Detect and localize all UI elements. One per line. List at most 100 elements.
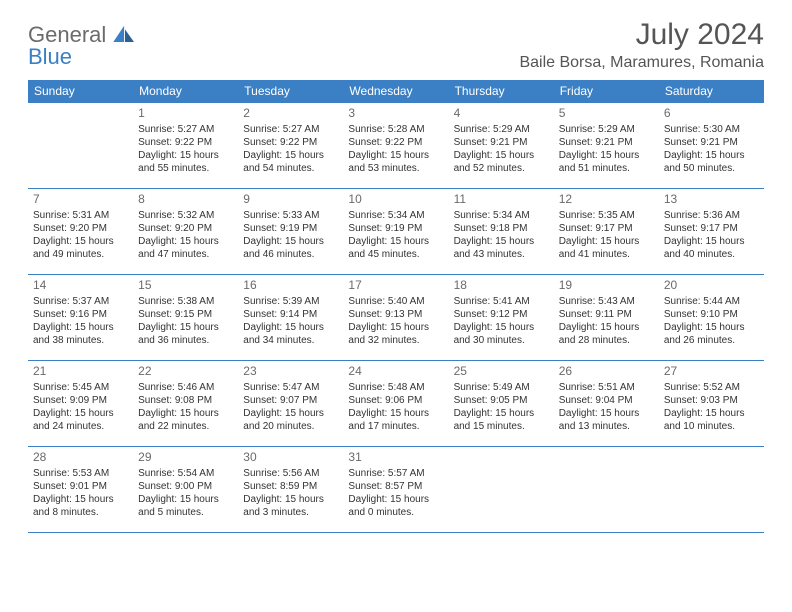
sunset-text: Sunset: 9:22 PM: [348, 136, 443, 149]
sunrise-text: Sunrise: 5:51 AM: [559, 381, 654, 394]
calendar-cell: 22Sunrise: 5:46 AMSunset: 9:08 PMDayligh…: [133, 361, 238, 447]
day-number: 13: [664, 192, 759, 208]
sunset-text: Sunset: 9:18 PM: [454, 222, 549, 235]
daylight-text: Daylight: 15 hours: [243, 321, 338, 334]
sunset-text: Sunset: 9:06 PM: [348, 394, 443, 407]
sunset-text: Sunset: 9:21 PM: [559, 136, 654, 149]
sail-icon: [110, 24, 137, 46]
calendar-cell: 8Sunrise: 5:32 AMSunset: 9:20 PMDaylight…: [133, 189, 238, 275]
daylight-text: and 34 minutes.: [243, 334, 338, 347]
daylight-text: and 8 minutes.: [33, 506, 128, 519]
calendar-cell: 23Sunrise: 5:47 AMSunset: 9:07 PMDayligh…: [238, 361, 343, 447]
daylight-text: Daylight: 15 hours: [454, 407, 549, 420]
sunset-text: Sunset: 9:14 PM: [243, 308, 338, 321]
sunrise-text: Sunrise: 5:27 AM: [243, 123, 338, 136]
daylight-text: and 43 minutes.: [454, 248, 549, 261]
sunset-text: Sunset: 9:22 PM: [138, 136, 233, 149]
sunrise-text: Sunrise: 5:36 AM: [664, 209, 759, 222]
daylight-text: and 32 minutes.: [348, 334, 443, 347]
day-number: 18: [454, 278, 549, 294]
logo-word-blue: Blue: [28, 44, 72, 69]
daylight-text: and 22 minutes.: [138, 420, 233, 433]
title-block: July 2024 Baile Borsa, Maramures, Romani…: [519, 18, 764, 72]
daylight-text: Daylight: 15 hours: [664, 321, 759, 334]
daylight-text: and 52 minutes.: [454, 162, 549, 175]
daylight-text: and 55 minutes.: [138, 162, 233, 175]
calendar-cell: 1Sunrise: 5:27 AMSunset: 9:22 PMDaylight…: [133, 103, 238, 189]
calendar-cell: 26Sunrise: 5:51 AMSunset: 9:04 PMDayligh…: [554, 361, 659, 447]
day-number: 23: [243, 364, 338, 380]
sunset-text: Sunset: 9:10 PM: [664, 308, 759, 321]
day-header: Monday: [133, 80, 238, 103]
day-number: 4: [454, 106, 549, 122]
calendar-week-row: 14Sunrise: 5:37 AMSunset: 9:16 PMDayligh…: [28, 275, 764, 361]
calendar-cell: 3Sunrise: 5:28 AMSunset: 9:22 PMDaylight…: [343, 103, 448, 189]
sunset-text: Sunset: 9:21 PM: [664, 136, 759, 149]
day-number: 3: [348, 106, 443, 122]
day-number: 12: [559, 192, 654, 208]
sunset-text: Sunset: 9:00 PM: [138, 480, 233, 493]
day-number: 19: [559, 278, 654, 294]
day-number: 31: [348, 450, 443, 466]
daylight-text: Daylight: 15 hours: [243, 493, 338, 506]
calendar-cell: [28, 103, 133, 189]
daylight-text: and 13 minutes.: [559, 420, 654, 433]
daylight-text: Daylight: 15 hours: [138, 235, 233, 248]
sunset-text: Sunset: 9:19 PM: [348, 222, 443, 235]
logo: GeneralBlue: [28, 18, 137, 68]
daylight-text: and 30 minutes.: [454, 334, 549, 347]
calendar-cell: 5Sunrise: 5:29 AMSunset: 9:21 PMDaylight…: [554, 103, 659, 189]
sunrise-text: Sunrise: 5:37 AM: [33, 295, 128, 308]
sunrise-text: Sunrise: 5:30 AM: [664, 123, 759, 136]
sunrise-text: Sunrise: 5:38 AM: [138, 295, 233, 308]
sunset-text: Sunset: 8:57 PM: [348, 480, 443, 493]
sunrise-text: Sunrise: 5:44 AM: [664, 295, 759, 308]
calendar-cell: 20Sunrise: 5:44 AMSunset: 9:10 PMDayligh…: [659, 275, 764, 361]
sunset-text: Sunset: 9:20 PM: [138, 222, 233, 235]
location-text: Baile Borsa, Maramures, Romania: [519, 54, 764, 72]
sunset-text: Sunset: 9:03 PM: [664, 394, 759, 407]
sunset-text: Sunset: 9:21 PM: [454, 136, 549, 149]
calendar-cell: 4Sunrise: 5:29 AMSunset: 9:21 PMDaylight…: [449, 103, 554, 189]
daylight-text: and 0 minutes.: [348, 506, 443, 519]
sunset-text: Sunset: 9:17 PM: [559, 222, 654, 235]
sunrise-text: Sunrise: 5:34 AM: [348, 209, 443, 222]
day-number: 16: [243, 278, 338, 294]
day-header: Sunday: [28, 80, 133, 103]
sunrise-text: Sunrise: 5:57 AM: [348, 467, 443, 480]
calendar-cell: 31Sunrise: 5:57 AMSunset: 8:57 PMDayligh…: [343, 447, 448, 533]
day-header-row: Sunday Monday Tuesday Wednesday Thursday…: [28, 80, 764, 103]
daylight-text: and 5 minutes.: [138, 506, 233, 519]
sunrise-text: Sunrise: 5:56 AM: [243, 467, 338, 480]
daylight-text: Daylight: 15 hours: [559, 321, 654, 334]
sunrise-text: Sunrise: 5:32 AM: [138, 209, 233, 222]
daylight-text: Daylight: 15 hours: [243, 235, 338, 248]
daylight-text: and 38 minutes.: [33, 334, 128, 347]
sunset-text: Sunset: 9:04 PM: [559, 394, 654, 407]
calendar-cell: 17Sunrise: 5:40 AMSunset: 9:13 PMDayligh…: [343, 275, 448, 361]
daylight-text: and 49 minutes.: [33, 248, 128, 261]
day-number: 2: [243, 106, 338, 122]
daylight-text: Daylight: 15 hours: [559, 149, 654, 162]
daylight-text: Daylight: 15 hours: [138, 493, 233, 506]
daylight-text: and 3 minutes.: [243, 506, 338, 519]
calendar-cell: 2Sunrise: 5:27 AMSunset: 9:22 PMDaylight…: [238, 103, 343, 189]
day-header: Saturday: [659, 80, 764, 103]
calendar-cell: 21Sunrise: 5:45 AMSunset: 9:09 PMDayligh…: [28, 361, 133, 447]
page-header: GeneralBlue July 2024 Baile Borsa, Maram…: [28, 18, 764, 72]
calendar-cell: 18Sunrise: 5:41 AMSunset: 9:12 PMDayligh…: [449, 275, 554, 361]
daylight-text: and 50 minutes.: [664, 162, 759, 175]
sunrise-text: Sunrise: 5:33 AM: [243, 209, 338, 222]
day-number: 5: [559, 106, 654, 122]
calendar-cell: 14Sunrise: 5:37 AMSunset: 9:16 PMDayligh…: [28, 275, 133, 361]
sunset-text: Sunset: 9:15 PM: [138, 308, 233, 321]
sunrise-text: Sunrise: 5:43 AM: [559, 295, 654, 308]
calendar-cell: [659, 447, 764, 533]
daylight-text: and 53 minutes.: [348, 162, 443, 175]
sunset-text: Sunset: 9:11 PM: [559, 308, 654, 321]
calendar-cell: 28Sunrise: 5:53 AMSunset: 9:01 PMDayligh…: [28, 447, 133, 533]
day-number: 9: [243, 192, 338, 208]
day-number: 26: [559, 364, 654, 380]
calendar-cell: 16Sunrise: 5:39 AMSunset: 9:14 PMDayligh…: [238, 275, 343, 361]
calendar-cell: 9Sunrise: 5:33 AMSunset: 9:19 PMDaylight…: [238, 189, 343, 275]
